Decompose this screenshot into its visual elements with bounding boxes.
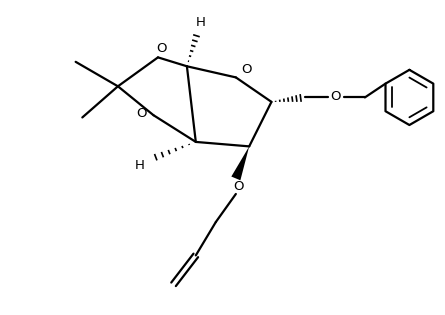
Text: H: H [134, 158, 144, 172]
Text: O: O [242, 63, 252, 76]
Text: O: O [331, 90, 341, 103]
Text: O: O [136, 106, 146, 119]
Polygon shape [231, 146, 249, 180]
Text: O: O [156, 42, 167, 55]
Text: O: O [233, 180, 243, 193]
Text: H: H [195, 16, 205, 29]
